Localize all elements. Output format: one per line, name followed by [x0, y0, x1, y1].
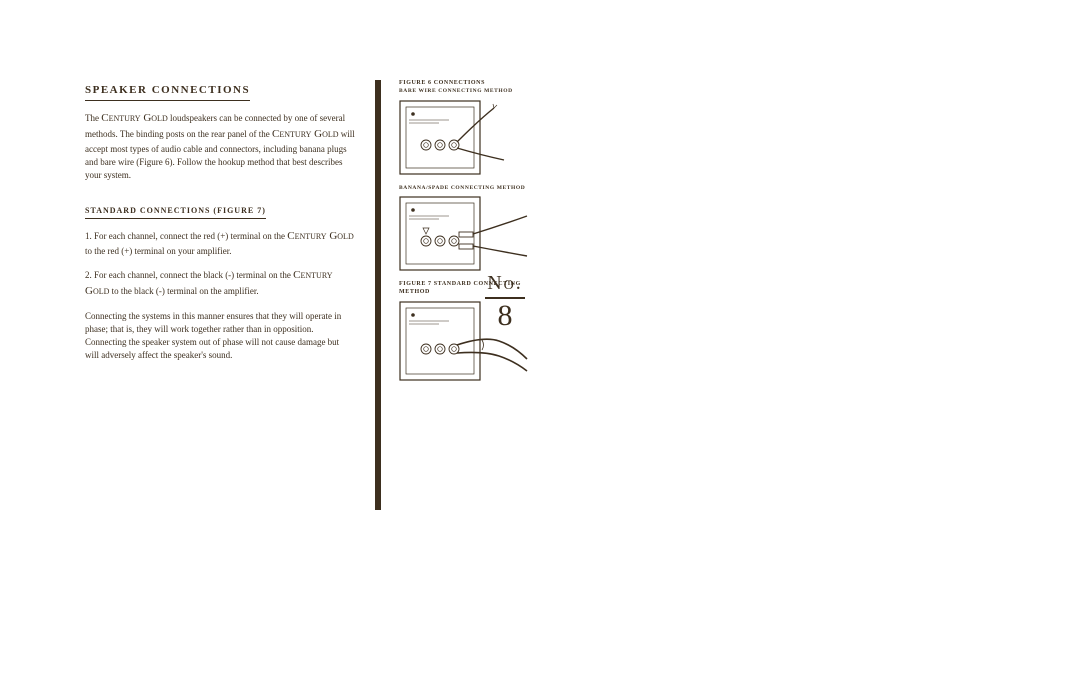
figure-6-caption-2: Banana/Spade Connecting Method: [399, 185, 541, 193]
manual-page: Speaker Connections The Century Gold lou…: [85, 80, 645, 510]
text: The: [85, 113, 101, 123]
text: 1. For each channel, connect the red (+)…: [85, 231, 287, 241]
brand-name: Century Gold: [272, 128, 338, 140]
text: to the black (-) terminal on the amplifi…: [109, 286, 258, 296]
step-1: 1. For each channel, connect the red (+)…: [85, 229, 355, 258]
brand-name: Century Gold: [101, 112, 167, 124]
right-column: Figure 6 Connections Bare Wire Connectin…: [381, 80, 541, 510]
text: Banana/Spade Connecting Method: [399, 185, 525, 191]
subsection-heading: Standard Connections (Figure 7): [85, 206, 266, 219]
left-column: Speaker Connections The Century Gold lou…: [85, 80, 375, 510]
brand-name: Century Gold: [287, 230, 353, 242]
step-2: 2. For each channel, connect the black (…: [85, 268, 355, 300]
figure-6-caption: Figure 6 Connections Bare Wire Connectin…: [399, 80, 541, 96]
page-number-value: 8: [485, 301, 525, 331]
page-number-label: No.: [485, 272, 525, 295]
section-heading: Speaker Connections: [85, 84, 250, 101]
text: Bare Wire Connecting Method: [399, 88, 513, 94]
figure-6-panel-2: [399, 196, 541, 271]
figure-6-panel-1: [399, 100, 541, 175]
text: 2. For each channel, connect the black (…: [85, 270, 293, 280]
closing-paragraph: Connecting the systems in this manner en…: [85, 310, 355, 362]
page-number: No. 8: [485, 272, 525, 331]
text: to the red (+) terminal on your amplifie…: [85, 246, 232, 256]
intro-paragraph: The Century Gold loudspeakers can be con…: [85, 111, 355, 182]
text: Figure 6 Connections: [399, 80, 485, 86]
